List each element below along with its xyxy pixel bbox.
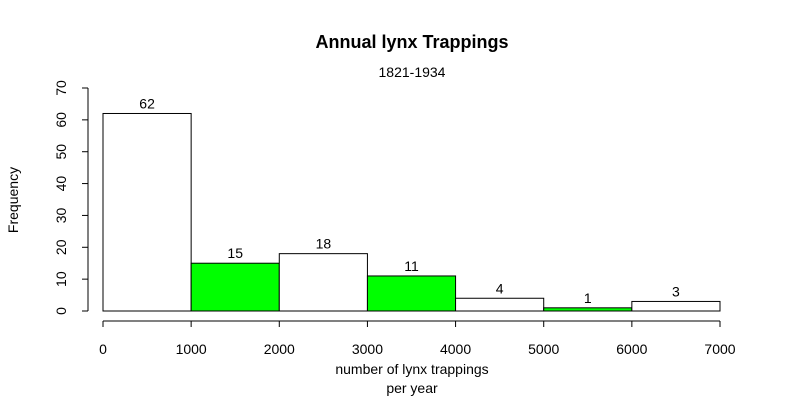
y-tick-label: 40 xyxy=(53,176,69,192)
bar-count-label: 62 xyxy=(139,95,155,111)
x-tick-label: 4000 xyxy=(440,341,471,357)
bar-labels-layer: 62 15 18 11 4 1 3 xyxy=(139,95,680,305)
y-axis-label: Frequency xyxy=(5,167,21,233)
x-tick-label: 0 xyxy=(99,341,107,357)
histogram-bar xyxy=(543,307,633,312)
x-axis-label-line-2: per year xyxy=(386,380,438,396)
y-tick-label: 20 xyxy=(53,239,69,255)
x-tick-label: 2000 xyxy=(264,341,295,357)
x-axis-label-line-1: number of lynx trappings xyxy=(335,361,488,377)
bar-count-label: 18 xyxy=(316,236,332,252)
histogram-bar xyxy=(366,275,457,312)
y-tick-label: 70 xyxy=(53,80,69,96)
chart-title: Annual lynx Trappings xyxy=(315,32,508,52)
y-axis: 0 10 20 30 40 50 60 70 xyxy=(53,80,89,315)
histogram-bar xyxy=(631,300,721,312)
bar-count-label: 1 xyxy=(584,290,592,306)
x-tick-label: 3000 xyxy=(352,341,383,357)
x-tick-label: 1000 xyxy=(176,341,207,357)
y-tick-label: 50 xyxy=(53,144,69,160)
x-axis: 0 1000 2000 3000 4000 5000 6000 7000 xyxy=(99,320,736,357)
x-tick-label: 5000 xyxy=(528,341,559,357)
histogram-bar xyxy=(455,297,545,312)
bar-count-label: 4 xyxy=(496,280,504,296)
chart-subtitle: 1821-1934 xyxy=(379,64,446,80)
y-tick-label: 30 xyxy=(53,207,69,223)
x-tick-label: 6000 xyxy=(616,341,647,357)
bar-count-label: 11 xyxy=(404,258,419,274)
bar-count-label: 3 xyxy=(672,283,680,299)
y-tick-label: 10 xyxy=(53,271,69,287)
histogram-bar xyxy=(102,112,192,312)
histogram-bar xyxy=(278,253,368,312)
bars-layer xyxy=(102,112,721,312)
histogram-bar xyxy=(190,262,280,312)
y-tick-label: 60 xyxy=(53,112,69,128)
x-tick-label: 7000 xyxy=(704,341,735,357)
y-tick-label: 0 xyxy=(53,307,69,315)
bar-count-label: 15 xyxy=(227,245,243,261)
